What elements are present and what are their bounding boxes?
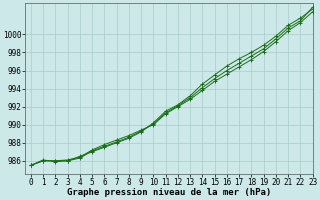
X-axis label: Graphe pression niveau de la mer (hPa): Graphe pression niveau de la mer (hPa) [67,188,271,197]
